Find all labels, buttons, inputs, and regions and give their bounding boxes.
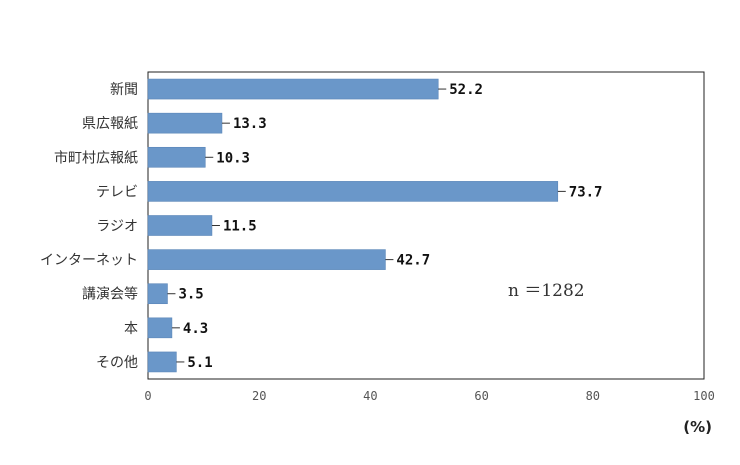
value-labels-group: 52.2 13.3 10.3 73.7 11.5 42.7 3.5 4.3 5.1 [167, 82, 602, 371]
bar [147, 249, 386, 270]
value-label: 73.7 [569, 184, 603, 200]
x-tick-label: 100 [693, 389, 715, 403]
bar [147, 351, 177, 373]
value-label: 5.1 [187, 355, 212, 371]
bar [147, 112, 223, 134]
category-label: 県広報紙 [82, 116, 138, 132]
category-label: その他 [96, 355, 138, 371]
category-label: ラジオ [96, 219, 138, 235]
value-label: 13.3 [233, 116, 267, 132]
category-label: テレビ [96, 184, 138, 200]
bar [147, 78, 439, 100]
x-axis-ticks-group: 0 20 40 60 80 100 [144, 389, 714, 403]
bar [147, 215, 213, 236]
category-label: 講演会等 [82, 286, 138, 303]
x-tick-label: 0 [144, 389, 151, 403]
bar [147, 317, 173, 339]
value-label: 11.5 [223, 219, 257, 235]
bars-group [147, 78, 559, 373]
value-label: 10.3 [216, 150, 250, 166]
x-axis-unit-label: (%) [683, 418, 712, 436]
value-label: 4.3 [183, 321, 208, 337]
x-tick-label: 60 [474, 389, 488, 403]
x-tick-label: 80 [586, 389, 600, 403]
value-label: 42.7 [396, 253, 430, 269]
bar [147, 146, 206, 168]
value-label: 52.2 [449, 82, 483, 98]
category-label: 新聞 [110, 82, 138, 98]
value-label: 3.5 [178, 287, 203, 303]
x-tick-label: 40 [363, 389, 377, 403]
category-label: 市町村広報紙 [54, 149, 138, 166]
bar [147, 283, 168, 305]
category-label: 本 [124, 321, 138, 337]
category-label: インターネット [40, 253, 138, 269]
bar [147, 181, 559, 202]
x-tick-label: 20 [252, 389, 266, 403]
annotation-label: n ＝1282 [508, 281, 585, 301]
